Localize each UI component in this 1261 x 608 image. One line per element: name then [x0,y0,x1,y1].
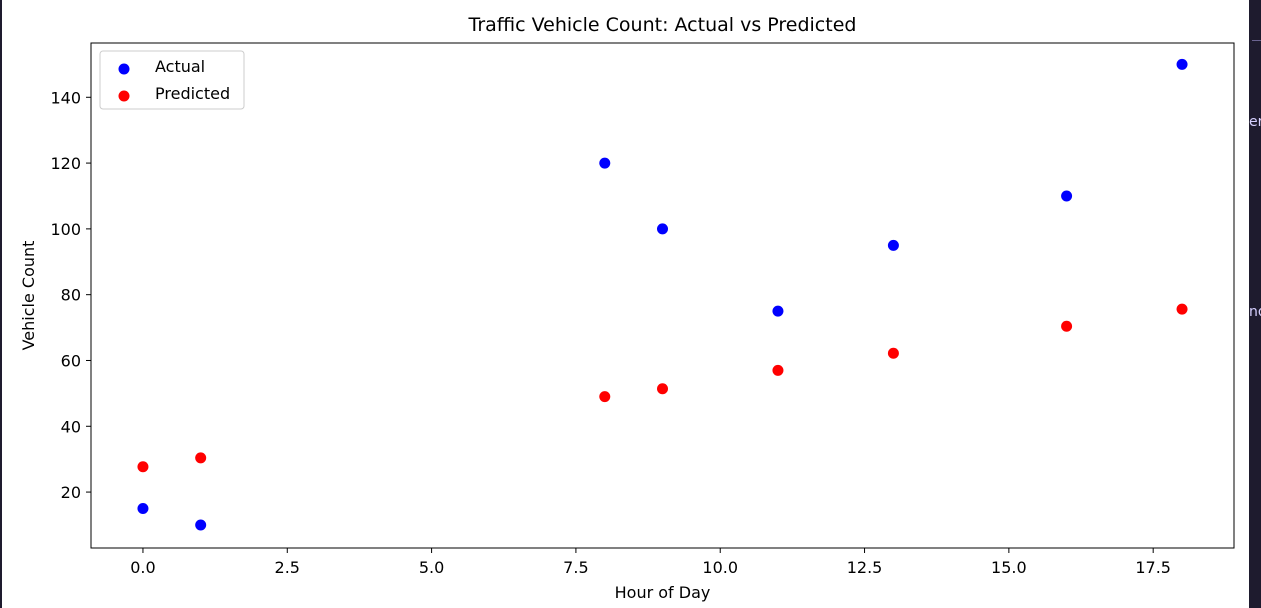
edge-text-fragment: er [1249,114,1261,130]
y-tick-label: 100 [50,220,81,239]
y-tick-label: 140 [50,88,81,107]
plot-area [90,42,1235,549]
background-window-edge: er nd [1249,0,1261,608]
x-tick-label: 2.5 [275,558,300,577]
y-tick-label: 60 [61,351,81,370]
actual-point [1061,190,1073,202]
predicted-point [1176,303,1188,315]
actual-point [1176,58,1188,70]
predicted-point [195,452,207,464]
data-points [137,58,1188,531]
legend: Actual Predicted [99,50,245,110]
y-tick-label: 120 [50,154,81,173]
legend-marker-actual [118,63,130,75]
y-tick-label: 80 [61,286,81,305]
x-tick-label: 12.5 [847,558,883,577]
y-axis: 20 40 60 80 100 120 140 [50,88,91,502]
predicted-point [887,347,899,359]
y-tick-label: 40 [61,417,81,436]
x-axis-label: Hour of Day [615,583,711,602]
legend-marker-predicted [118,90,130,102]
x-tick-label: 7.5 [563,558,588,577]
actual-point [599,157,611,169]
predicted-point [772,364,784,376]
actual-point [195,519,207,531]
legend-label-actual: Actual [155,57,205,76]
x-tick-label: 0.0 [130,558,155,577]
chart-title: Traffic Vehicle Count: Actual vs Predict… [468,14,857,36]
predicted-point [657,383,668,395]
actual-point [657,223,668,235]
predicted-point [599,391,611,403]
legend-label-predicted: Predicted [155,84,230,103]
y-tick-label: 20 [61,483,81,502]
predicted-point [1061,320,1073,332]
x-tick-label: 5.0 [419,558,444,577]
y-axis-label: Vehicle Count [19,241,38,351]
edge-text-fragment: nd [1249,304,1261,320]
legend-box [99,50,245,110]
x-tick-label: 15.0 [991,558,1027,577]
edge-divider [1252,40,1261,41]
x-tick-label: 10.0 [702,558,738,577]
predicted-point [137,461,149,473]
actual-point [772,305,784,317]
x-axis: 0.0 2.5 5.0 7.5 10.0 12.5 15.0 17.5 [130,548,1171,577]
actual-point [887,239,899,251]
actual-point [137,503,149,515]
x-tick-label: 17.5 [1135,558,1171,577]
